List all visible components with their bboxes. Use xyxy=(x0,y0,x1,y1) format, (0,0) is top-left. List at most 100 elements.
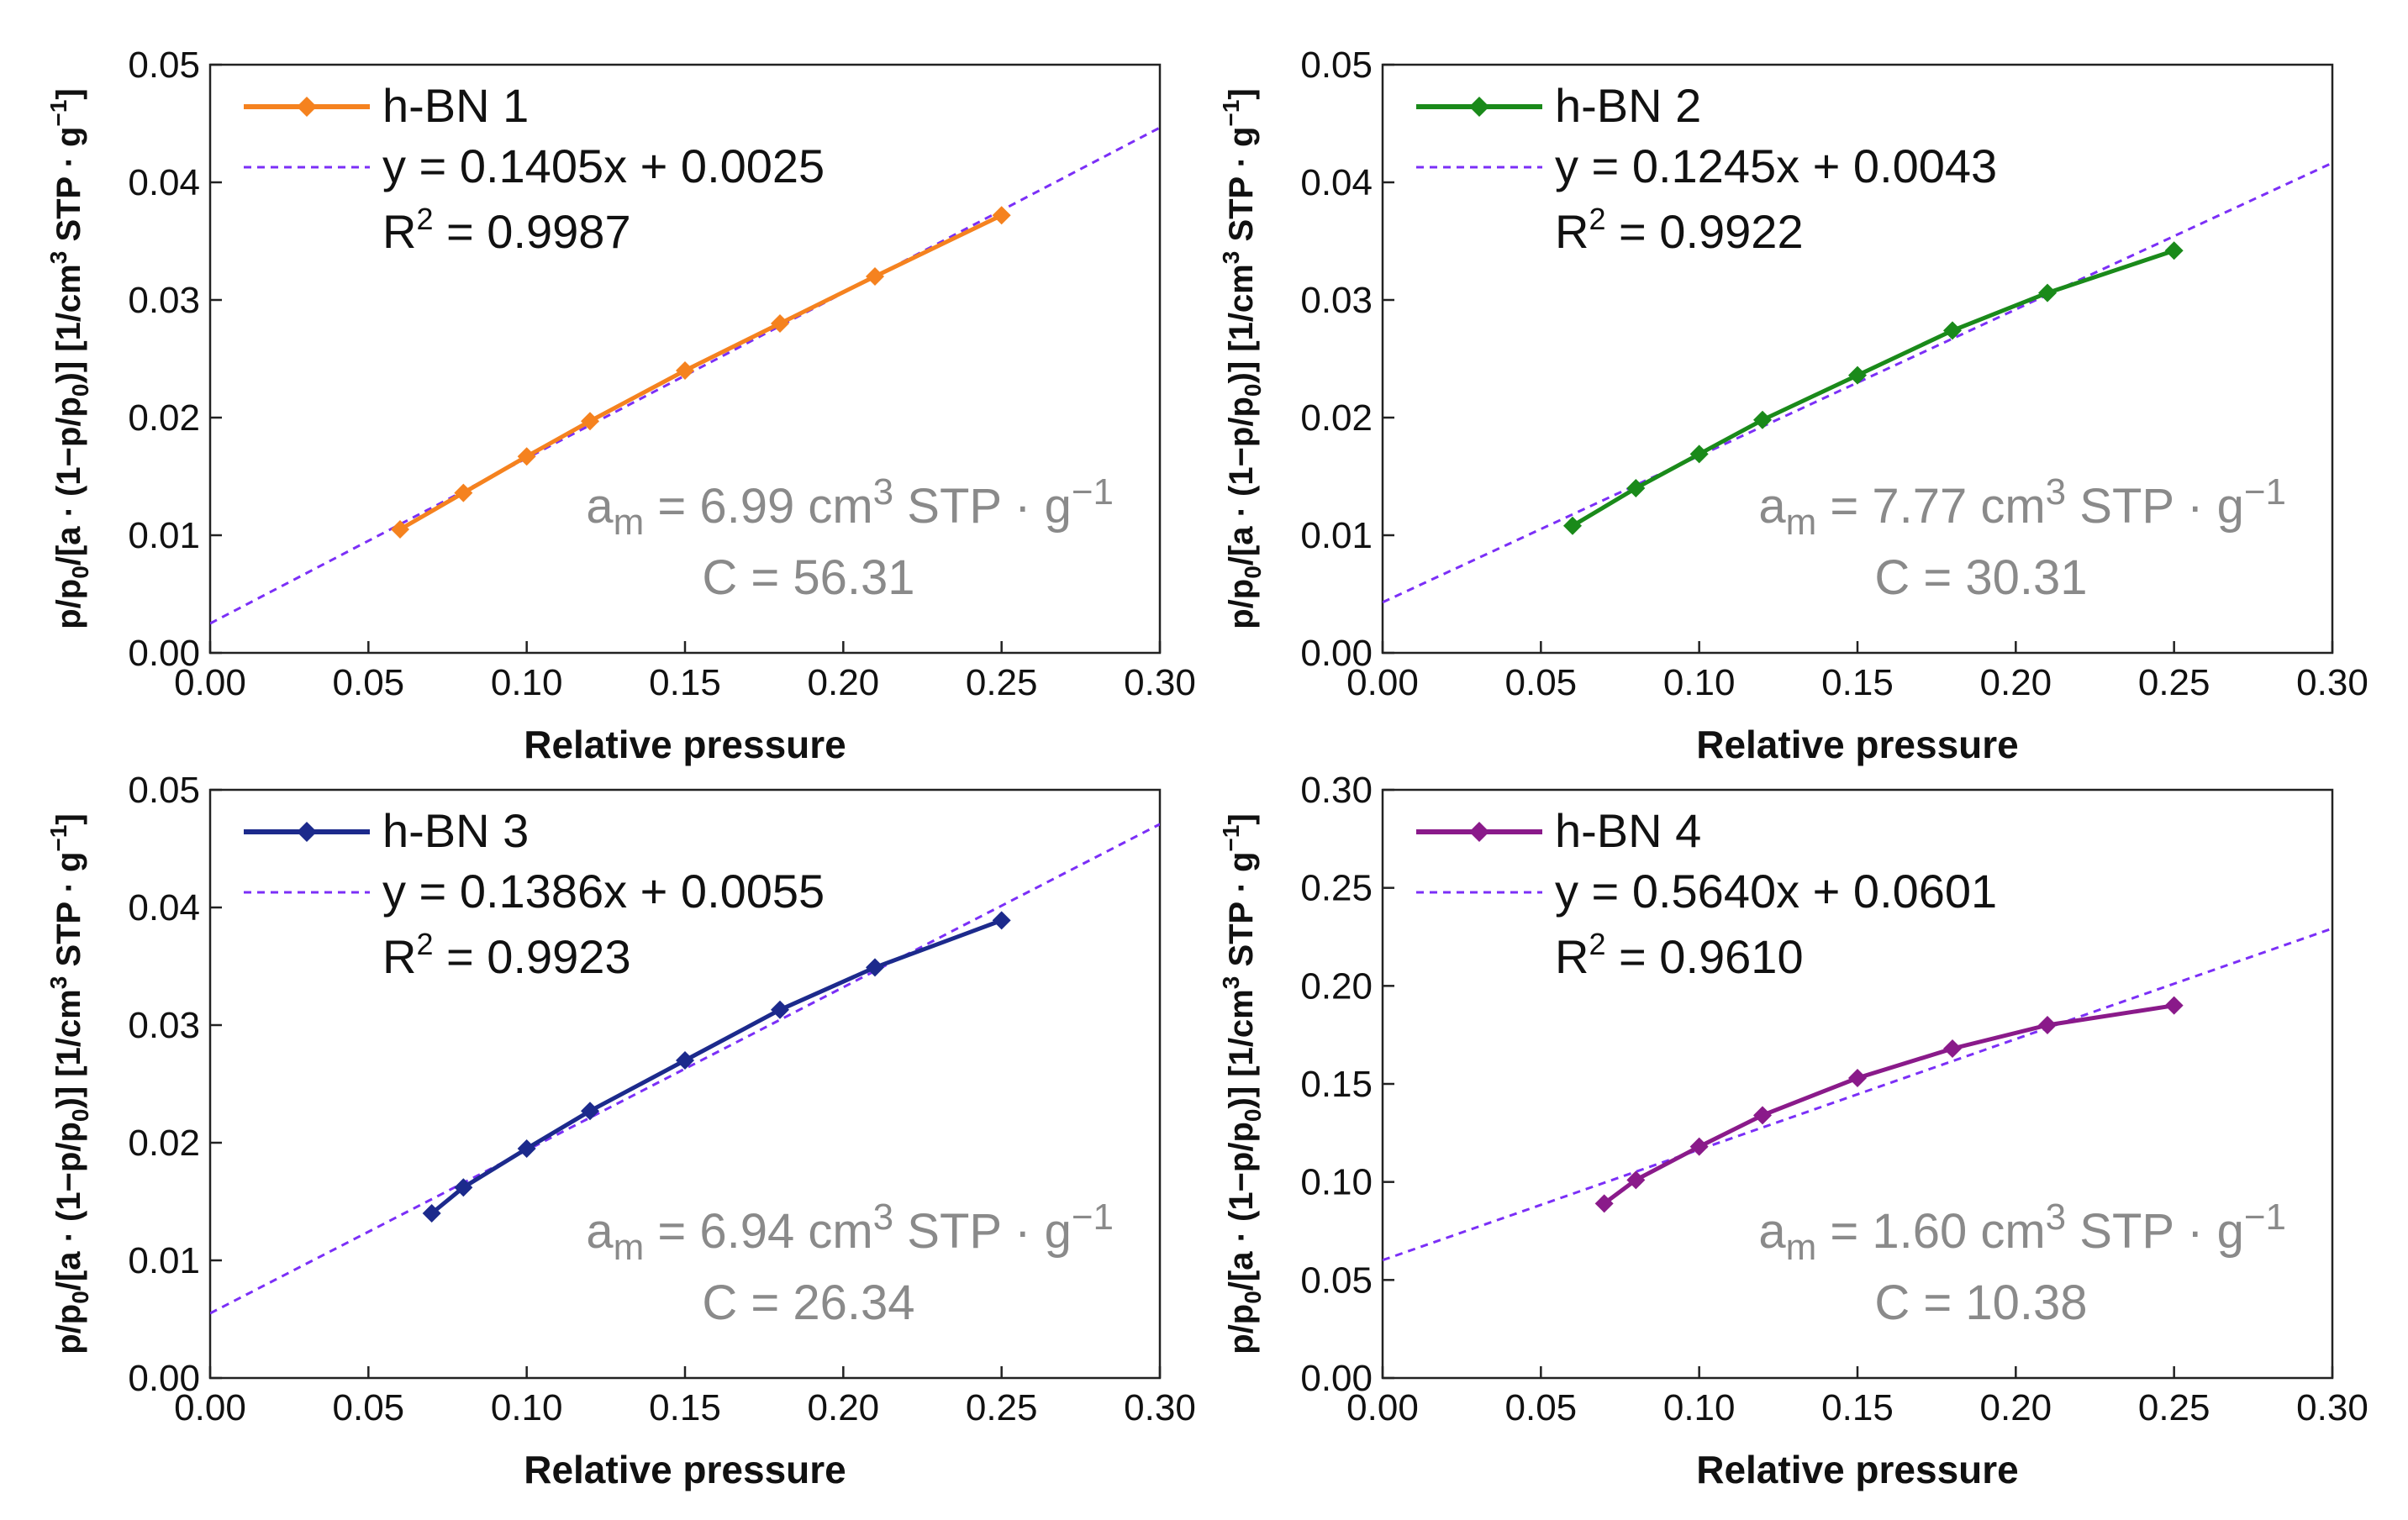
fit-line xyxy=(210,823,1160,1315)
legend-label: h-BN 3 xyxy=(382,804,529,857)
data-point xyxy=(676,1051,694,1070)
r-squared: R2 = 0.9923 xyxy=(382,927,631,983)
y-tick-label: 0.03 xyxy=(128,1005,200,1046)
fit-equation: y = 0.1386x + 0.0055 xyxy=(382,865,825,918)
data-point xyxy=(422,1204,441,1223)
series-line xyxy=(1603,1003,2175,1206)
legend-marker xyxy=(297,97,317,117)
bet-constant: C = 30.31 xyxy=(1874,550,2087,605)
y-tick-label: 0.03 xyxy=(128,280,200,321)
data-point xyxy=(2164,996,2184,1015)
x-tick-label: 0.30 xyxy=(2296,1387,2368,1428)
y-axis-label: p/p0/[a · (1−p/p0)] [1/cm3 STP · g−1] xyxy=(45,813,93,1354)
legend-label: h-BN 2 xyxy=(1555,79,1701,132)
y-tick-label: 0.20 xyxy=(1300,965,1373,1007)
y-tick-label: 0.10 xyxy=(1300,1162,1373,1203)
x-tick-label: 0.20 xyxy=(1980,1387,2052,1428)
data-point xyxy=(992,206,1011,225)
chart-panel-4: 0.00 0.05 0.10 0.15 0.20 0.25 0.30 0.00 0.05 0.10… xyxy=(1218,770,2368,1491)
y-tick-label: 0.01 xyxy=(1300,515,1373,556)
data-point xyxy=(1753,1106,1772,1125)
x-tick-label: 0.05 xyxy=(1505,1387,1578,1428)
r-squared: R2 = 0.9987 xyxy=(382,202,631,258)
x-tick-label: 0.10 xyxy=(1663,662,1736,703)
x-tick-label: 0.05 xyxy=(1505,662,1578,703)
x-tick-label: 0.15 xyxy=(649,1387,721,1428)
data-point xyxy=(1753,410,1772,429)
fit-line xyxy=(1383,927,2332,1262)
data-point xyxy=(581,412,599,431)
data-point xyxy=(992,911,1011,930)
x-tick-label: 0.25 xyxy=(966,662,1038,703)
x-tick-label: 0.00 xyxy=(174,662,246,703)
x-tick-label: 0.00 xyxy=(174,1387,246,1428)
x-tick-label: 0.30 xyxy=(1124,1387,1196,1428)
y-tick-label: 0.15 xyxy=(1300,1064,1373,1105)
x-tick-label: 0.10 xyxy=(491,662,563,703)
fit-equation: y = 0.1245x + 0.0043 xyxy=(1555,139,1997,192)
legend-marker xyxy=(297,822,317,842)
fit-equation: y = 0.5640x + 0.0601 xyxy=(1555,865,1997,918)
x-tick-label: 0.25 xyxy=(2138,1387,2210,1428)
monolayer-capacity: am = 1.60 cm3 STP · g−1 xyxy=(1758,1197,2286,1268)
chart-panel-3: 0.00 0.05 0.10 0.15 0.20 0.25 0.30 0.00 0.01 0.02… xyxy=(45,770,1196,1491)
y-tick-label: 0.00 xyxy=(1300,633,1373,674)
chart-panel-2: 0.00 0.05 0.10 0.15 0.20 0.25 0.30 0.00 0.01 0.02… xyxy=(1218,45,2368,766)
y-tick-label: 0.05 xyxy=(128,770,200,811)
series-line xyxy=(1571,248,2175,528)
data-point xyxy=(391,520,409,539)
y-tick-label: 0.30 xyxy=(1300,770,1373,811)
y-tick-label: 0.00 xyxy=(128,1358,200,1399)
x-tick-label: 0.30 xyxy=(2296,662,2368,703)
x-axis-label: Relative pressure xyxy=(524,1448,846,1491)
y-tick-label: 0.02 xyxy=(128,1123,200,1164)
data-point xyxy=(1943,1039,1962,1058)
y-axis-label: p/p0/[a · (1−p/p0)] [1/cm3 STP · g−1] xyxy=(1218,88,1266,629)
x-tick-label: 0.05 xyxy=(333,1387,405,1428)
data-point xyxy=(454,1178,473,1197)
y-tick-label: 0.04 xyxy=(1300,162,1373,203)
x-tick-label: 0.15 xyxy=(1821,662,1894,703)
data-point xyxy=(581,1102,599,1121)
x-tick-label: 0.15 xyxy=(1821,1387,1894,1428)
x-tick-label: 0.20 xyxy=(808,1387,880,1428)
data-point xyxy=(676,361,694,380)
data-point xyxy=(771,1000,789,1019)
data-point xyxy=(1848,1069,1867,1087)
y-tick-label: 0.03 xyxy=(1300,280,1373,321)
x-tick-label: 0.20 xyxy=(808,662,880,703)
y-tick-label: 0.05 xyxy=(128,45,200,86)
y-tick-label: 0.00 xyxy=(128,633,200,674)
data-point xyxy=(866,958,884,977)
x-tick-label: 0.25 xyxy=(966,1387,1038,1428)
data-point xyxy=(517,1139,536,1158)
x-tick-label: 0.10 xyxy=(1663,1387,1736,1428)
data-point xyxy=(1563,516,1582,535)
x-tick-label: 0.00 xyxy=(1346,662,1419,703)
fit-equation: y = 0.1405x + 0.0025 xyxy=(382,139,825,192)
data-point xyxy=(1943,321,1962,340)
bet-constant: C = 56.31 xyxy=(702,550,914,605)
y-tick-label: 0.04 xyxy=(128,887,200,928)
legend-label: h-BN 4 xyxy=(1555,804,1701,857)
data-point xyxy=(2038,283,2057,302)
x-tick-label: 0.10 xyxy=(491,1387,563,1428)
y-axis-label: p/p0/[a · (1−p/p0)] [1/cm3 STP · g−1] xyxy=(1218,813,1266,1354)
x-tick-label: 0.30 xyxy=(1124,662,1196,703)
y-tick-label: 0.00 xyxy=(1300,1358,1373,1399)
legend-marker xyxy=(1469,822,1489,842)
bet-constant: C = 10.38 xyxy=(1874,1275,2087,1330)
legend-marker xyxy=(1469,97,1489,117)
y-tick-label: 0.02 xyxy=(1300,397,1373,439)
data-point xyxy=(2038,1016,2057,1034)
data-point xyxy=(771,314,789,333)
monolayer-capacity: am = 6.99 cm3 STP · g−1 xyxy=(586,471,1114,543)
r-squared: R2 = 0.9610 xyxy=(1555,927,1804,983)
x-tick-label: 0.20 xyxy=(1980,662,2052,703)
x-axis-label: Relative pressure xyxy=(1696,1448,2019,1491)
data-point xyxy=(1848,366,1867,385)
x-tick-label: 0.25 xyxy=(2138,662,2210,703)
data-point xyxy=(1626,479,1646,497)
data-point xyxy=(866,267,884,286)
